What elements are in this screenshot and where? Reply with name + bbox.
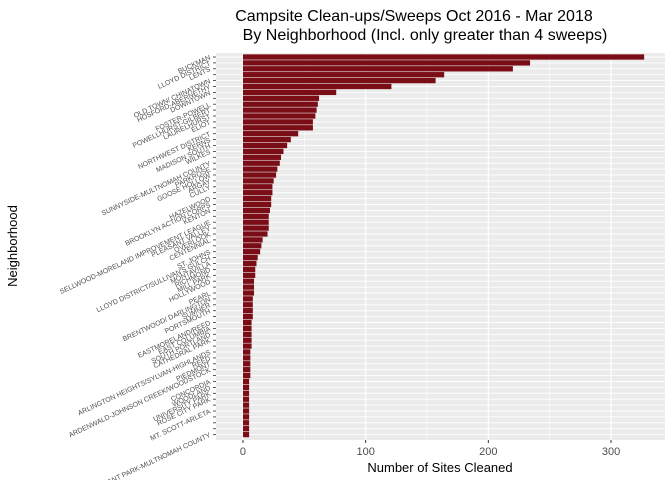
bar (242, 231, 268, 237)
bar (242, 160, 280, 166)
bar (242, 195, 272, 202)
bar (242, 325, 252, 332)
bar (242, 313, 253, 320)
bar (242, 396, 250, 402)
bar (242, 119, 313, 125)
bar (242, 349, 251, 355)
bar (242, 343, 252, 349)
bar (242, 414, 250, 420)
bar (242, 107, 317, 113)
bar (242, 390, 250, 396)
bar (242, 60, 531, 66)
bar (242, 201, 272, 208)
bar (242, 402, 250, 408)
bar (242, 142, 288, 149)
x-tick-label: 100 (356, 446, 374, 458)
bar (242, 219, 269, 225)
bar (242, 420, 250, 426)
bar (242, 172, 277, 178)
bar (242, 136, 291, 143)
bar (242, 308, 253, 314)
bar (242, 131, 299, 137)
bar (242, 125, 313, 131)
bar (242, 384, 250, 391)
x-tick-label: 0 (240, 446, 246, 458)
bar (242, 184, 273, 190)
bar (242, 148, 284, 155)
x-axis-title: Number of Sites Cleaned (367, 460, 512, 475)
y-axis-title: Neighborhood (5, 205, 20, 287)
bar (242, 225, 269, 231)
bar (242, 266, 256, 273)
bar (242, 284, 255, 290)
y-tick-label: PLEASANT PARK-MULTNOMAH COUNTY (86, 432, 212, 480)
bar (242, 254, 258, 261)
bar (242, 372, 251, 379)
bar (242, 95, 320, 101)
x-tick-label: 300 (602, 446, 620, 458)
bar (242, 237, 263, 243)
bar (242, 154, 282, 160)
bar (242, 260, 257, 267)
bar (242, 213, 269, 219)
bar (242, 207, 270, 214)
bar (242, 166, 278, 172)
bar (242, 178, 274, 184)
bar (242, 249, 261, 255)
bar (242, 302, 253, 308)
bar (242, 361, 251, 367)
bar (242, 408, 250, 414)
bar (242, 378, 250, 385)
bar (242, 296, 253, 302)
bar (242, 337, 252, 343)
bar (242, 243, 262, 249)
chart-title: Campsite Clean-ups/Sweeps Oct 2016 - Mar… (235, 8, 593, 25)
bar (242, 426, 250, 432)
bar (242, 72, 445, 78)
bars (242, 54, 645, 438)
bar (242, 66, 513, 72)
bar (242, 89, 337, 96)
x-tick-label: 200 (479, 446, 497, 458)
chart-subtitle: By Neighborhood (Incl. only greater than… (243, 27, 608, 44)
bar (242, 113, 316, 119)
bar (242, 290, 255, 296)
bar (242, 367, 251, 373)
bar (242, 331, 252, 337)
bar (242, 355, 251, 361)
bar (242, 77, 436, 84)
bar (242, 319, 252, 326)
bar (242, 101, 318, 107)
bar (242, 272, 256, 278)
bar (242, 190, 273, 196)
bar (242, 83, 392, 90)
bar (242, 431, 250, 438)
x-axis: 0 100 200 300 (240, 440, 620, 458)
bar (242, 54, 645, 60)
bar (242, 278, 255, 284)
